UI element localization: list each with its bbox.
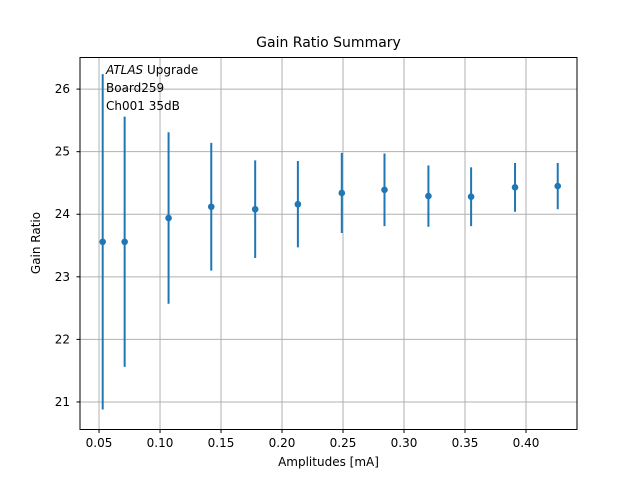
plot-annotation: ATLAS Upgrade Board259 Ch001 35dB [106,61,198,115]
data-point [511,184,519,191]
x-tick-label: 0.25 [330,436,357,450]
y-tick-label: 22 [55,332,70,346]
axes-spines [79,57,578,430]
data-point [99,238,106,246]
x-tick-label: 0.40 [513,436,540,450]
data-point [467,193,475,201]
x-tick-label: 0.20 [269,436,296,450]
x-tick-label: 0.10 [147,436,174,450]
annotation-experiment-name: ATLAS [106,63,144,77]
data-point [425,192,432,200]
chart-title: Gain Ratio Summary [256,35,401,51]
y-tick-label: 25 [55,145,70,159]
x-tick-label: 0.15 [208,436,235,450]
x-tick-label: 0.30 [391,436,418,450]
data-point [251,205,259,213]
data-point [554,182,562,190]
annotation-line1-rest: Upgrade [143,63,199,77]
y-tick-label: 21 [55,395,70,409]
x-tick-label: 0.35 [452,436,479,450]
annotation-board-id: Board259 [106,81,165,95]
data-point [165,214,172,222]
y-tick-label: 26 [55,82,70,96]
data-point [338,189,346,197]
data-point [294,200,302,208]
data-point [121,238,128,246]
annotation-channel-gain: Ch001 35dB [106,99,180,113]
x-tick-label: 0.05 [86,436,113,450]
y-tick-label: 23 [55,270,70,284]
x-axis-label: Amplitudes [mA] [278,455,379,469]
y-tick-label: 24 [55,207,70,221]
data-point [381,186,388,194]
data-point [207,203,215,211]
y-axis-label: Gain Ratio [29,211,43,275]
